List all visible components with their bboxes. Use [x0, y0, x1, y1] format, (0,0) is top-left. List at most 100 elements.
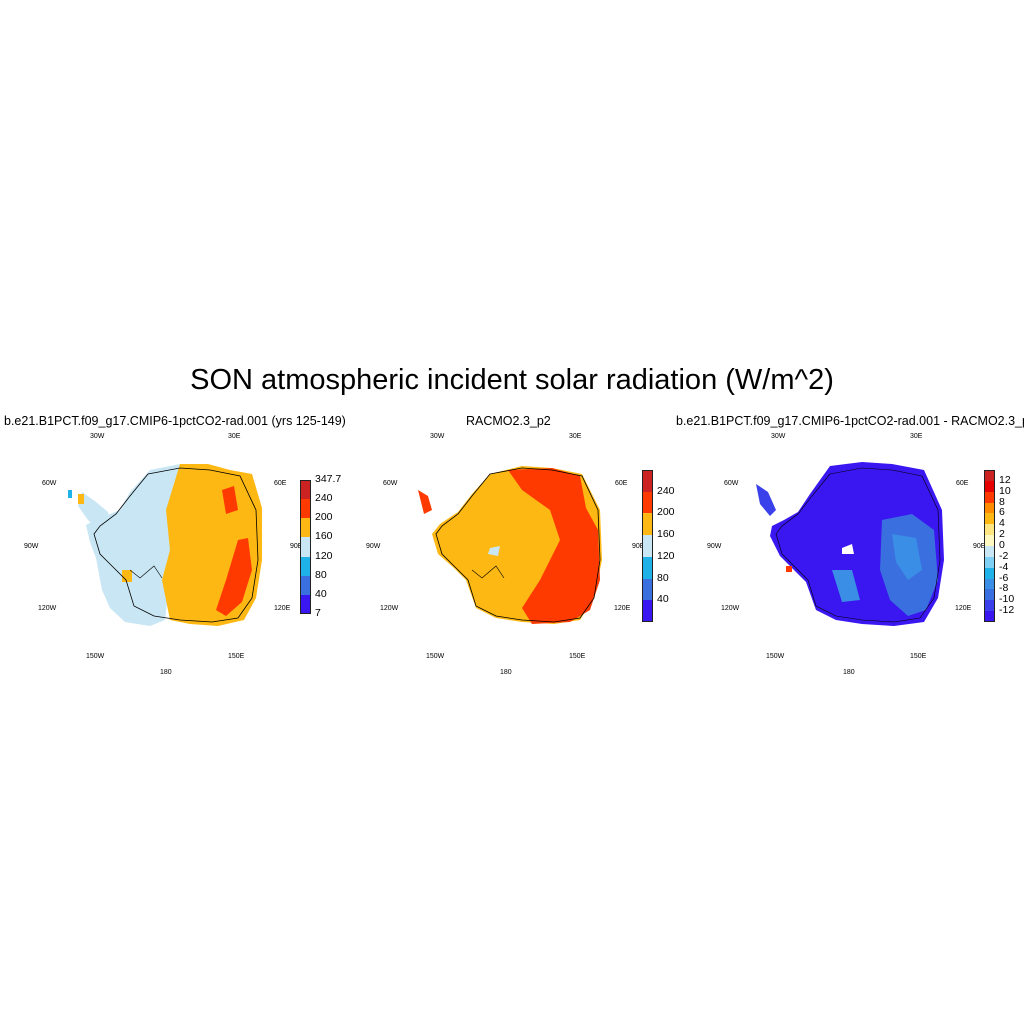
colorbar-label: 160: [315, 530, 333, 543]
panel-1-title: b.e21.B1PCT.f09_g17.CMIP6-1pctCO2-rad.00…: [4, 414, 346, 428]
panel-3-title: b.e21.B1PCT.f09_g17.CMIP6-1pctCO2-rad.00…: [676, 414, 1024, 428]
panel-3-map: [756, 462, 944, 626]
colorbar-segment: [300, 480, 311, 500]
colorbar-frame: [642, 470, 653, 622]
colorbar-segment: [984, 480, 995, 493]
panel-3-lon-30E: 30E: [910, 433, 923, 440]
colorbar-label: -2: [999, 549, 1009, 562]
colorbar-segment: [984, 589, 995, 601]
panel-2-lon-180: 180: [500, 669, 512, 676]
colorbar-label: 7: [315, 607, 321, 619]
colorbar-label: 80: [315, 568, 327, 581]
colorbar-segment: [984, 600, 995, 612]
colorbar-frame: [300, 480, 311, 614]
colorbar-label: -12: [999, 604, 1015, 617]
panel-3-lon-60E: 60E: [956, 480, 969, 487]
colorbar-segment: [984, 502, 995, 514]
colorbar-label: 12: [999, 473, 1011, 486]
colorbar-segment: [642, 491, 653, 514]
panel-1-lon-120W: 120W: [38, 605, 57, 612]
panel-1-lon-180: 180: [160, 669, 172, 676]
colorbar-segment: [642, 470, 653, 493]
panel-3-lon-30W: 30W: [771, 433, 786, 440]
colorbar-segment: [300, 594, 311, 615]
colorbar-segment: [984, 611, 995, 623]
panel-2-lon-60W: 60W: [383, 480, 398, 487]
colorbar-segment: [984, 546, 995, 558]
panel-3-lon-60W: 60W: [724, 480, 739, 487]
panel-1-lon-60W: 60W: [42, 480, 57, 487]
panel-3-colorbar: 12 10 8 6 4 2 0 -2 -4 -6 -8 -10 -12: [984, 470, 1022, 623]
colorbar-label: 10: [999, 484, 1011, 497]
colorbar-label: -10: [999, 593, 1015, 606]
colorbar-label: 160: [657, 528, 675, 541]
colorbar-label: 40: [657, 593, 669, 606]
colorbar-segment: [300, 518, 311, 538]
panel-1-lon-90E: 90E: [290, 543, 303, 550]
panel-1-lon-120E: 120E: [274, 605, 291, 612]
colorbar-segment: [300, 499, 311, 519]
panel-2-title: RACMO2.3_p2: [466, 414, 551, 428]
panel-2-lon-90W: 90W: [366, 543, 381, 550]
colorbar-label: 4: [999, 517, 1005, 530]
colorbar-segment: [642, 513, 653, 536]
panel-2-lon-30W: 30W: [430, 433, 445, 440]
panel-3-lon-120W: 120W: [721, 605, 740, 612]
colorbar-label: 6: [999, 506, 1005, 519]
colorbar-segment: [984, 535, 995, 547]
panel-2-colorbar: 240 200 160 120 80 40: [642, 470, 692, 623]
colorbar-label: 80: [657, 571, 669, 584]
colorbar-label: 200: [315, 511, 333, 524]
panel-2-lon-30E: 30E: [569, 433, 582, 440]
panel-1-map: [68, 464, 262, 626]
colorbar-label: -8: [999, 582, 1009, 595]
colorbar-segment: [300, 575, 311, 596]
panel-3-lon-120E: 120E: [955, 605, 972, 612]
panel-3-lon-150E: 150E: [910, 653, 927, 660]
panel-1-lon-150W: 150W: [86, 653, 105, 660]
colorbar-segment: [642, 556, 653, 580]
colorbar-label: 8: [999, 495, 1005, 508]
panel-1-lon-90W: 90W: [24, 543, 39, 550]
panel-2-region-red: [508, 468, 600, 624]
panel-3-lon-180: 180: [843, 669, 855, 676]
colorbar-label: -4: [999, 560, 1009, 573]
panel-3-lon-90W: 90W: [707, 543, 722, 550]
panel-2-lon-120W: 120W: [380, 605, 399, 612]
colorbar-segment: [984, 470, 995, 482]
colorbar-segment: [984, 567, 995, 580]
colorbar-segment: [984, 556, 995, 569]
panel-1-lon-150E: 150E: [228, 653, 245, 660]
colorbar-frame: [984, 470, 995, 622]
colorbar-label: -6: [999, 571, 1009, 584]
panel-3-lon-150W: 150W: [766, 653, 785, 660]
panel-1-region-light: [86, 464, 180, 626]
colorbar-label: 347.7: [315, 473, 342, 485]
colorbar-label: 240: [315, 492, 333, 505]
colorbar-segment: [642, 578, 653, 601]
colorbar-label: 120: [657, 549, 675, 562]
panel-1-lon-60E: 60E: [274, 480, 287, 487]
panel-3-lon-90E: 90E: [973, 543, 986, 550]
colorbar-segment: [300, 537, 311, 558]
panel-2-lon-60E: 60E: [615, 480, 628, 487]
panel-2-lon-120E: 120E: [614, 605, 631, 612]
panel-1-lon-30E: 30E: [228, 433, 241, 440]
colorbar-label: 240: [657, 484, 675, 497]
panel-1-lon-30W: 30W: [90, 433, 105, 440]
colorbar-segment: [984, 578, 995, 590]
colorbar-label: 40: [315, 587, 327, 600]
panel-2-lon-150E: 150E: [569, 653, 586, 660]
colorbar-segment: [984, 491, 995, 504]
colorbar-segment: [300, 556, 311, 577]
panel-2-lon-150W: 150W: [426, 653, 445, 660]
colorbar-label: 2: [999, 528, 1005, 541]
colorbar-segment: [642, 535, 653, 558]
figure-title: SON atmospheric incident solar radiation…: [190, 364, 834, 396]
panel-2-map: [418, 466, 602, 624]
panel-1-colorbar: 347.7 240 200 160 120 80 40 7: [300, 473, 360, 619]
colorbar-segment: [642, 600, 653, 623]
panel-2-lon-90E: 90E: [632, 543, 645, 550]
colorbar-label: 0: [999, 539, 1005, 551]
colorbar-label: 200: [657, 506, 675, 519]
